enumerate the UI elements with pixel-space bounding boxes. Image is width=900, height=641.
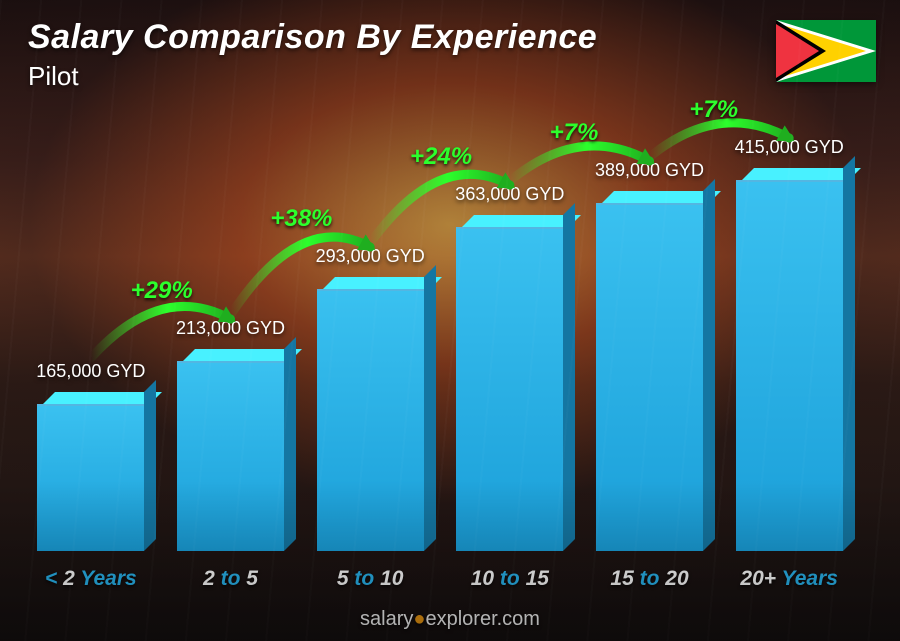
bar-front — [37, 404, 144, 551]
footer-text-post: explorer — [425, 608, 496, 630]
bar-slot: 389,000 GYD — [589, 140, 711, 551]
bar — [736, 180, 843, 551]
bar-value-label: 389,000 GYD — [595, 160, 704, 181]
bar-slot: 213,000 GYD — [170, 140, 292, 551]
country-flag-icon — [776, 20, 876, 82]
bar-front — [736, 180, 843, 551]
x-category-label: 20+ Years — [728, 567, 850, 591]
bar-side-face — [843, 156, 855, 551]
bar-value-label: 293,000 GYD — [316, 246, 425, 267]
increase-pct-label: +24% — [410, 143, 472, 171]
bar-slot: 165,000 GYD — [30, 140, 152, 551]
x-category-label: 10 to 15 — [449, 567, 571, 591]
x-axis: < 2 Years 2 to 5 5 to 10 10 to 15 15 to 20 20… — [30, 567, 850, 591]
x-category-label: 15 to 20 — [589, 567, 711, 591]
x-category-label: 5 to 10 — [309, 567, 431, 591]
bar-side-face — [424, 265, 436, 551]
title-block: Salary Comparison By Experience Pilot — [28, 18, 597, 92]
bar-value-label: 165,000 GYD — [36, 361, 145, 382]
increase-pct-label: +7% — [550, 119, 599, 147]
bar-side-face — [144, 380, 156, 551]
chart-title: Salary Comparison By Experience — [28, 18, 597, 57]
x-category-label: 2 to 5 — [170, 567, 292, 591]
footer-text-pre: salary — [360, 608, 413, 630]
footer-attribution: salary●explorer.com — [0, 608, 900, 631]
bar-slot: 293,000 GYD — [309, 140, 431, 551]
increase-pct-label: +29% — [131, 277, 193, 305]
bar-front — [317, 289, 424, 551]
bar-value-label: 363,000 GYD — [455, 184, 564, 205]
bar-value-label: 213,000 GYD — [176, 318, 285, 339]
footer-tld: .com — [497, 608, 540, 630]
bar — [37, 404, 144, 551]
increase-pct-label: +7% — [689, 96, 738, 124]
bar-side-face — [563, 203, 575, 551]
bar-front — [596, 203, 703, 551]
footer-accent-icon: ● — [413, 608, 425, 630]
bar — [456, 227, 563, 551]
increase-pct-label: +38% — [270, 205, 332, 233]
bar-side-face — [284, 337, 296, 551]
chart-stage: Salary Comparison By Experience Pilot Av… — [0, 0, 900, 641]
chart-subtitle: Pilot — [28, 61, 597, 92]
bar-value-label: 415,000 GYD — [735, 137, 844, 158]
bar-side-face — [703, 179, 715, 551]
bar — [177, 361, 284, 551]
bar-front — [177, 361, 284, 551]
bar-slot: 415,000 GYD — [728, 140, 850, 551]
x-category-label: < 2 Years — [30, 567, 152, 591]
bar-front — [456, 227, 563, 551]
bar-chart: 165,000 GYD 213,000 GYD 293,000 GYD 363,000… — [30, 140, 850, 551]
bar-slot: 363,000 GYD — [449, 140, 571, 551]
bar — [317, 289, 424, 551]
bar — [596, 203, 703, 551]
